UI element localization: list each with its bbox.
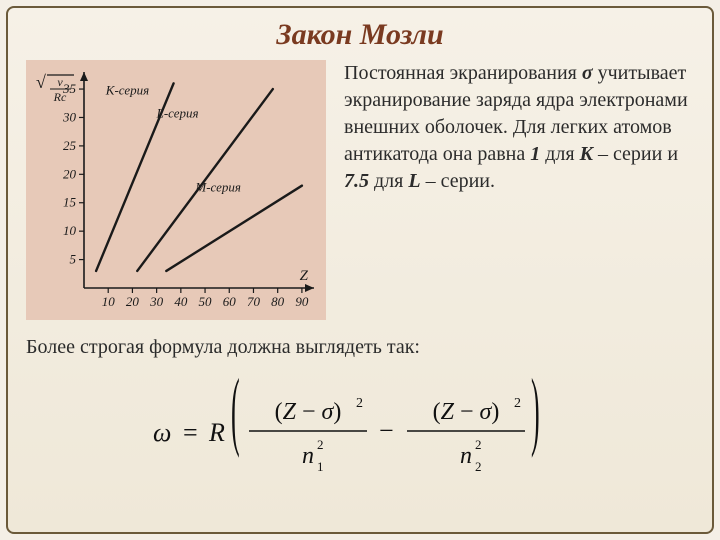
moseley-chart-svg: 1020304050607080905101520253035√νRcZK-се… [26, 60, 326, 320]
svg-text:90: 90 [295, 294, 309, 309]
p1-c: для [540, 143, 579, 165]
svg-text:K-серия: K-серия [105, 83, 149, 98]
svg-text:70: 70 [247, 294, 261, 309]
svg-text:2: 2 [475, 459, 482, 474]
svg-text:R: R [208, 418, 225, 447]
svg-text:ω: ω [153, 418, 171, 447]
formula-container: ω=R((Z − σ)2n12−(Z − σ)2n22) [26, 373, 694, 493]
p1-f: – серии. [421, 170, 495, 192]
svg-text:): ) [531, 373, 540, 459]
svg-text:60: 60 [223, 294, 237, 309]
svg-text:10: 10 [63, 223, 77, 238]
p1-K: K [580, 143, 593, 165]
screening-paragraph: Постоянная экранирования σ учитывает экр… [344, 60, 694, 195]
svg-text:=: = [183, 418, 198, 447]
svg-text:15: 15 [63, 195, 77, 210]
top-row: 1020304050607080905101520253035√νRcZK-се… [26, 60, 694, 320]
svg-text:5: 5 [70, 252, 77, 267]
svg-text:50: 50 [199, 294, 213, 309]
svg-text:√: √ [36, 72, 46, 92]
formula-intro: Более строгая формула должна выглядеть т… [26, 334, 694, 361]
svg-text:ν: ν [57, 75, 63, 89]
svg-text:(Z − σ): (Z − σ) [433, 399, 500, 425]
p1-one: 1 [530, 143, 540, 165]
svg-text:25: 25 [63, 138, 77, 153]
svg-text:Rc: Rc [53, 90, 67, 104]
svg-text:2: 2 [317, 437, 324, 452]
moseley-formula-svg: ω=R((Z − σ)2n12−(Z − σ)2n22) [145, 373, 575, 493]
p1-d: – серии и [593, 143, 678, 165]
p1-a: Постоянная экранирования [344, 62, 582, 84]
svg-text:(: ( [231, 373, 240, 459]
svg-text:80: 80 [271, 294, 285, 309]
svg-text:M-серия: M-серия [194, 179, 241, 194]
sigma-symbol: σ [582, 62, 593, 84]
svg-text:30: 30 [62, 109, 77, 124]
svg-text:L-серия: L-серия [156, 105, 199, 120]
p1-e: для [369, 170, 408, 192]
svg-text:2: 2 [475, 437, 482, 452]
moseley-chart: 1020304050607080905101520253035√νRcZK-се… [26, 60, 326, 320]
svg-text:30: 30 [149, 294, 164, 309]
svg-text:10: 10 [102, 294, 116, 309]
svg-text:20: 20 [126, 294, 140, 309]
svg-text:1: 1 [317, 459, 324, 474]
p1-75: 7.5 [344, 170, 369, 192]
svg-text:n: n [302, 443, 314, 469]
svg-text:(Z − σ): (Z − σ) [275, 399, 342, 425]
svg-text:40: 40 [174, 294, 188, 309]
svg-text:Z: Z [300, 268, 309, 284]
svg-text:20: 20 [63, 166, 77, 181]
slide-frame: Закон Мозли 10 20 30 40 50 60 70 80 90 5 10 15 20 25 3… [6, 6, 714, 534]
svg-text:n: n [460, 443, 472, 469]
slide-title: Закон Мозли [26, 18, 694, 52]
svg-text:2: 2 [356, 396, 363, 411]
svg-text:−: − [379, 416, 394, 445]
p1-L: L [408, 170, 420, 192]
svg-text:2: 2 [514, 396, 521, 411]
